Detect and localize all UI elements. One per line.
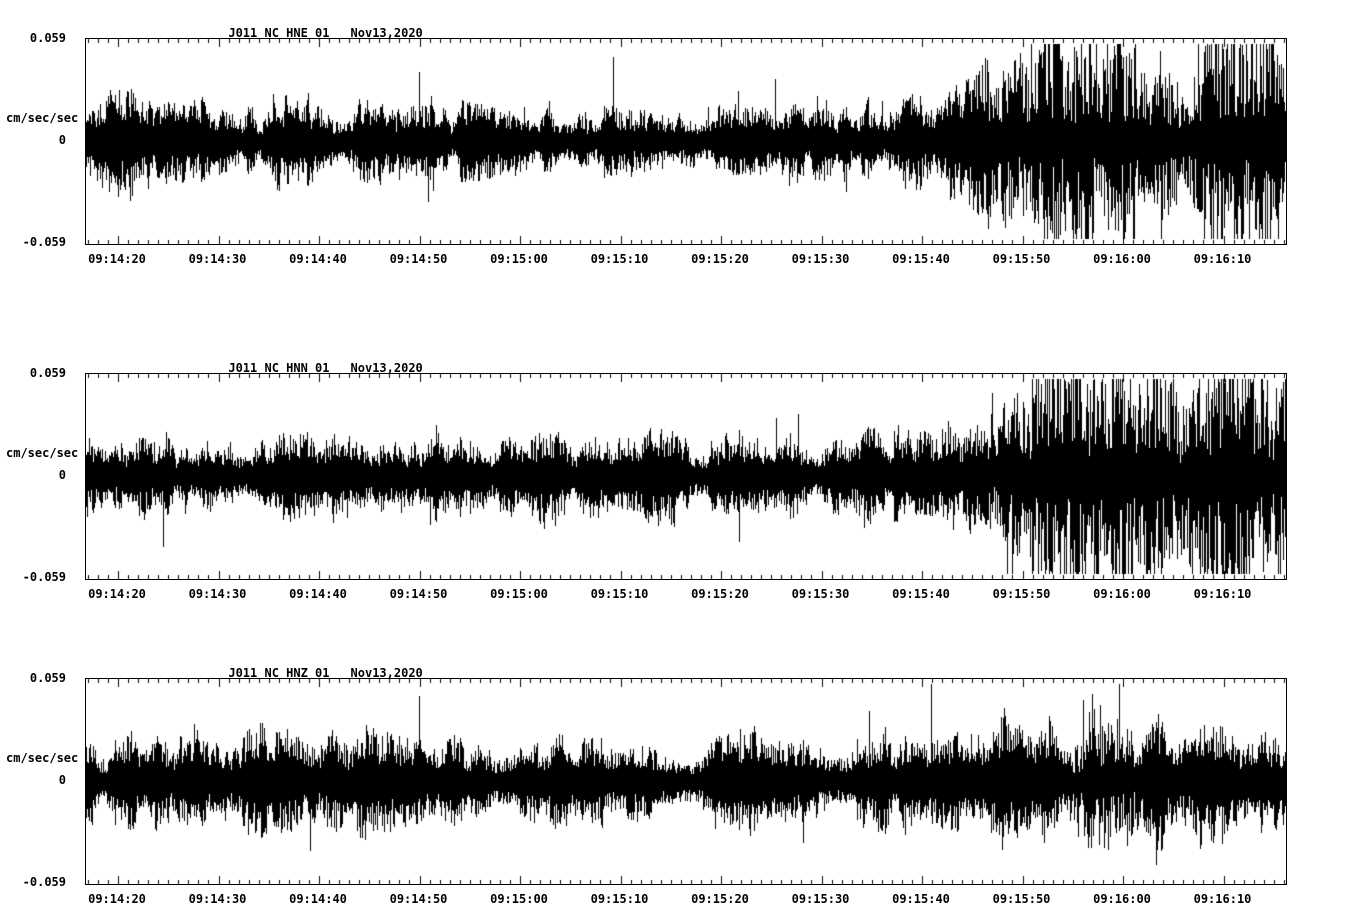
x-tick-label: 09:15:50 bbox=[992, 252, 1051, 266]
y-axis-label: cm/sec/sec bbox=[6, 111, 79, 125]
y-axis-label: cm/sec/sec bbox=[6, 751, 79, 765]
x-tick-label: 09:16:10 bbox=[1193, 892, 1252, 906]
x-tick-label: 09:14:20 bbox=[88, 587, 146, 601]
x-tick-label: 09:14:20 bbox=[88, 892, 146, 906]
x-tick-label: 09:14:40 bbox=[289, 252, 347, 266]
x-tick-label: 09:15:40 bbox=[892, 892, 950, 906]
x-tick-label: 09:14:50 bbox=[389, 587, 448, 601]
x-tick-label: 09:16:00 bbox=[1093, 252, 1151, 266]
x-tick-label: 09:15:50 bbox=[992, 587, 1051, 601]
waveform-canvas-hne bbox=[86, 39, 1286, 244]
x-tick-label: 09:16:00 bbox=[1093, 892, 1151, 906]
x-tick-label: 09:15:00 bbox=[490, 587, 548, 601]
trace-title: J011_NC_HNZ_01 Nov13,2020 bbox=[185, 652, 423, 694]
waveform-canvas-hnz bbox=[86, 679, 1286, 884]
y-tick-min: -0.059 bbox=[22, 875, 66, 889]
x-tick-label: 09:14:50 bbox=[389, 892, 448, 906]
x-tick-label: 09:14:30 bbox=[188, 892, 247, 906]
y-tick-max: 0.059 bbox=[29, 671, 66, 685]
x-tick-label: 09:15:20 bbox=[691, 587, 749, 601]
x-tick-label: 09:15:30 bbox=[791, 252, 850, 266]
x-tick-label: 09:14:20 bbox=[88, 252, 146, 266]
x-tick-label: 09:15:20 bbox=[691, 252, 749, 266]
x-tick-label: 09:15:00 bbox=[490, 892, 548, 906]
x-tick-label: 09:15:10 bbox=[590, 892, 649, 906]
x-tick-label: 09:14:40 bbox=[289, 892, 347, 906]
x-tick-label: 09:16:00 bbox=[1093, 587, 1151, 601]
y-axis-label: cm/sec/sec bbox=[6, 446, 79, 460]
y-tick-min: -0.059 bbox=[22, 235, 66, 249]
x-axis-labels: 09:14:20 09:14:30 09:14:40 09:14:50 09:15:00… bbox=[85, 892, 1285, 908]
y-tick-max: 0.059 bbox=[29, 31, 66, 45]
x-tick-label: 09:14:30 bbox=[188, 252, 247, 266]
seismogram-panel-hnz: J011_NC_HNZ_01 Nov13,2020 0.059 cm/sec/se… bbox=[0, 648, 1358, 918]
y-tick-max: 0.059 bbox=[29, 366, 66, 380]
x-tick-label: 09:15:40 bbox=[892, 587, 950, 601]
y-tick-zero: 0 bbox=[58, 773, 66, 787]
y-tick-zero: 0 bbox=[58, 468, 66, 482]
trace-title: J011_NC_HNE_01 Nov13,2020 bbox=[185, 12, 423, 54]
seismogram-panel-hnn: J011_NC_HNN_01 Nov13,2020 0.059 cm/sec/se… bbox=[0, 343, 1358, 613]
x-tick-label: 09:15:50 bbox=[992, 892, 1051, 906]
trace-date: Nov13,2020 bbox=[350, 361, 423, 375]
x-tick-label: 09:14:30 bbox=[188, 587, 247, 601]
x-tick-label: 09:15:30 bbox=[791, 587, 850, 601]
y-tick-min: -0.059 bbox=[22, 570, 66, 584]
trace-date: Nov13,2020 bbox=[350, 666, 423, 680]
x-tick-label: 09:15:10 bbox=[590, 252, 649, 266]
waveform-canvas-hnn bbox=[86, 374, 1286, 579]
trace-id: J011_NC_HNN_01 bbox=[228, 361, 330, 375]
x-tick-label: 09:14:40 bbox=[289, 587, 347, 601]
plot-area-hne bbox=[85, 38, 1287, 245]
plot-area-hnn bbox=[85, 373, 1287, 580]
x-tick-label: 09:15:10 bbox=[590, 587, 649, 601]
y-tick-zero: 0 bbox=[58, 133, 66, 147]
x-axis-labels: 09:14:20 09:14:30 09:14:40 09:14:50 09:15:00… bbox=[85, 252, 1285, 268]
x-tick-label: 09:15:30 bbox=[791, 892, 850, 906]
seismogram-panel-hne: J011_NC_HNE_01 Nov13,2020 0.059 cm/sec/se… bbox=[0, 8, 1358, 278]
trace-id: J011_NC_HNZ_01 bbox=[228, 666, 330, 680]
x-tick-label: 09:15:20 bbox=[691, 892, 749, 906]
x-axis-labels: 09:14:20 09:14:30 09:14:40 09:14:50 09:15:00… bbox=[85, 587, 1285, 603]
trace-id: J011_NC_HNE_01 bbox=[228, 26, 330, 40]
x-tick-label: 09:15:00 bbox=[490, 252, 548, 266]
x-tick-label: 09:15:40 bbox=[892, 252, 950, 266]
x-tick-label: 09:14:50 bbox=[389, 252, 448, 266]
trace-title: J011_NC_HNN_01 Nov13,2020 bbox=[185, 347, 423, 389]
plot-area-hnz bbox=[85, 678, 1287, 885]
trace-date: Nov13,2020 bbox=[350, 26, 423, 40]
x-tick-label: 09:16:10 bbox=[1193, 252, 1252, 266]
x-tick-label: 09:16:10 bbox=[1193, 587, 1252, 601]
